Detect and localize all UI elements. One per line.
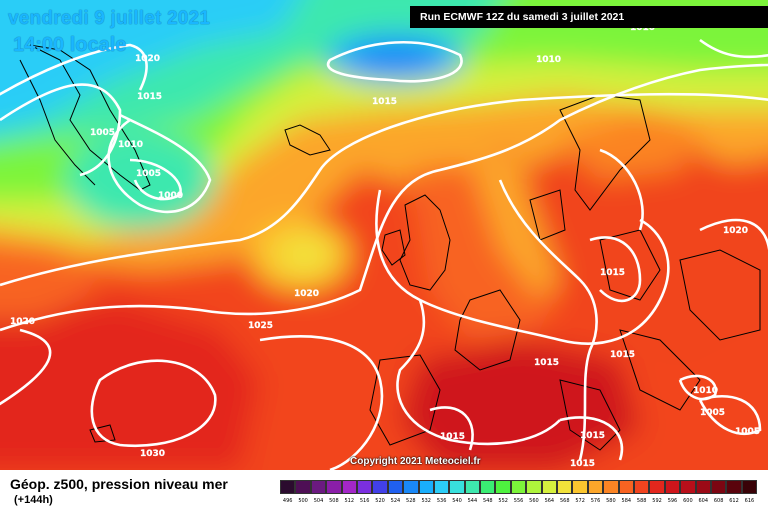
color-scale — [280, 480, 758, 494]
legend-swatch — [433, 480, 450, 494]
forecast-date: vendredi 9 juillet 2021 — [8, 8, 211, 29]
legend-swatch — [557, 480, 573, 494]
legend-swatch — [572, 480, 588, 494]
isobar-label: 1010 — [536, 55, 561, 65]
isobar-label: 1015 — [534, 358, 559, 368]
legend-swatch — [464, 480, 481, 494]
legend-value: 544 — [467, 498, 478, 504]
isobar-label: 1005 — [735, 427, 760, 437]
isobar-label: 1005 — [700, 408, 725, 418]
legend-swatch — [295, 480, 311, 494]
legend-swatch — [680, 480, 696, 494]
isobar-labels: 1020101510051010100510001015101010101020… — [10, 23, 760, 469]
legend-value: 504 — [313, 498, 324, 504]
legend-value: 548 — [483, 498, 493, 504]
isobar-label: 1025 — [248, 321, 273, 331]
legend-value: 584 — [621, 498, 632, 504]
legend-value: 524 — [390, 498, 401, 504]
isobar-label: 1015 — [610, 350, 635, 360]
run-info-text: Run ECMWF 12Z du samedi 3 juillet 2021 — [420, 11, 625, 23]
legend-value: 592 — [652, 498, 662, 504]
legend-swatch — [495, 480, 511, 494]
legend-swatch — [341, 480, 357, 494]
isobar-label: 1015 — [600, 268, 625, 278]
legend-value: 596 — [667, 498, 678, 504]
legend-swatch — [418, 480, 434, 494]
legend-value: 540 — [452, 498, 462, 504]
legend-value: 600 — [683, 498, 693, 504]
legend-value: 532 — [421, 498, 431, 504]
legend-value: 536 — [436, 498, 447, 504]
isobar-label: 1010 — [630, 23, 655, 33]
legend-swatch — [310, 480, 327, 494]
legend-value: 516 — [359, 498, 370, 504]
isobar-label: 1005 — [90, 128, 115, 138]
legend-swatch — [664, 480, 681, 494]
isobar-label: 1020 — [135, 54, 160, 64]
forecast-local-time: 14:00 locale — [13, 34, 127, 56]
legend-swatch — [403, 480, 419, 494]
legend-swatch — [480, 480, 496, 494]
legend-value: 616 — [744, 498, 755, 504]
legend-swatch — [603, 480, 619, 494]
legend-swatch — [726, 480, 742, 494]
legend-swatch — [326, 480, 342, 494]
legend-value: 560 — [529, 498, 539, 504]
legend-value: 564 — [544, 498, 555, 504]
color-scale-labels: 496 500 504 508 512 516 520 524 528 532 536 540 544 5… — [280, 498, 757, 504]
legend-swatch — [695, 480, 711, 494]
legend-swatch — [649, 480, 665, 494]
isobar-label: 1000 — [158, 191, 183, 201]
legend-swatch — [710, 480, 727, 494]
legend-swatch — [280, 480, 296, 494]
legend-value: 572 — [575, 498, 585, 504]
isobar-label: 1020 — [10, 317, 35, 327]
legend-swatch — [510, 480, 527, 494]
isobar-label: 1030 — [140, 449, 165, 459]
legend-swatch — [633, 480, 650, 494]
legend-value: 520 — [375, 498, 385, 504]
legend-value: 580 — [606, 498, 616, 504]
isobar-label: 1010 — [118, 140, 143, 150]
isobar-label: 1020 — [723, 226, 748, 236]
legend-value: 588 — [636, 498, 647, 504]
legend-swatch — [387, 480, 404, 494]
legend-swatch — [587, 480, 604, 494]
legend-value: 576 — [590, 498, 601, 504]
legend-swatch — [541, 480, 558, 494]
isobar-label: 1015 — [440, 432, 465, 442]
isobar-label: 1015 — [570, 459, 595, 469]
isobar-label: 1020 — [294, 289, 319, 299]
legend-value: 552 — [498, 498, 508, 504]
legend-value: 496 — [282, 498, 293, 504]
legend-value: 568 — [559, 498, 570, 504]
legend-swatch — [449, 480, 465, 494]
legend-value: 512 — [344, 498, 355, 504]
legend-value: 604 — [698, 498, 709, 504]
lead-time: (+144h) — [14, 494, 53, 506]
legend-value: 528 — [406, 498, 416, 504]
map-canvas: 1020101510051010100510001015101010101020… — [0, 0, 768, 470]
legend-value: 556 — [513, 498, 524, 504]
run-info-box: Run ECMWF 12Z du samedi 3 juillet 2021 — [410, 6, 768, 28]
isobar-label: 1015 — [372, 97, 397, 107]
copyright-notice: Copyright 2021 Meteociel.fr — [350, 456, 481, 467]
weather-map: 1020 1015 1005 1010 1005 1000 1015 1010 1010 1020… — [0, 0, 768, 470]
legend-swatch — [741, 480, 758, 494]
isobar-label: 1015 — [580, 431, 605, 441]
legend-swatch — [618, 480, 634, 494]
legend-swatch — [372, 480, 388, 494]
isobars — [0, 38, 768, 470]
isobar-label: 1015 — [137, 92, 162, 102]
product-title: Géop. z500, pression niveau mer — [10, 476, 228, 492]
isobar-label: 1005 — [136, 169, 161, 179]
legend-swatch — [526, 480, 542, 494]
geopotential-field — [0, 0, 768, 470]
legend-value: 500 — [298, 498, 308, 504]
isobar-label: 1010 — [693, 386, 718, 396]
legend-value: 608 — [713, 498, 724, 504]
legend-value: 508 — [329, 498, 339, 504]
legend-swatch — [356, 480, 373, 494]
legend-value: 612 — [729, 498, 739, 504]
